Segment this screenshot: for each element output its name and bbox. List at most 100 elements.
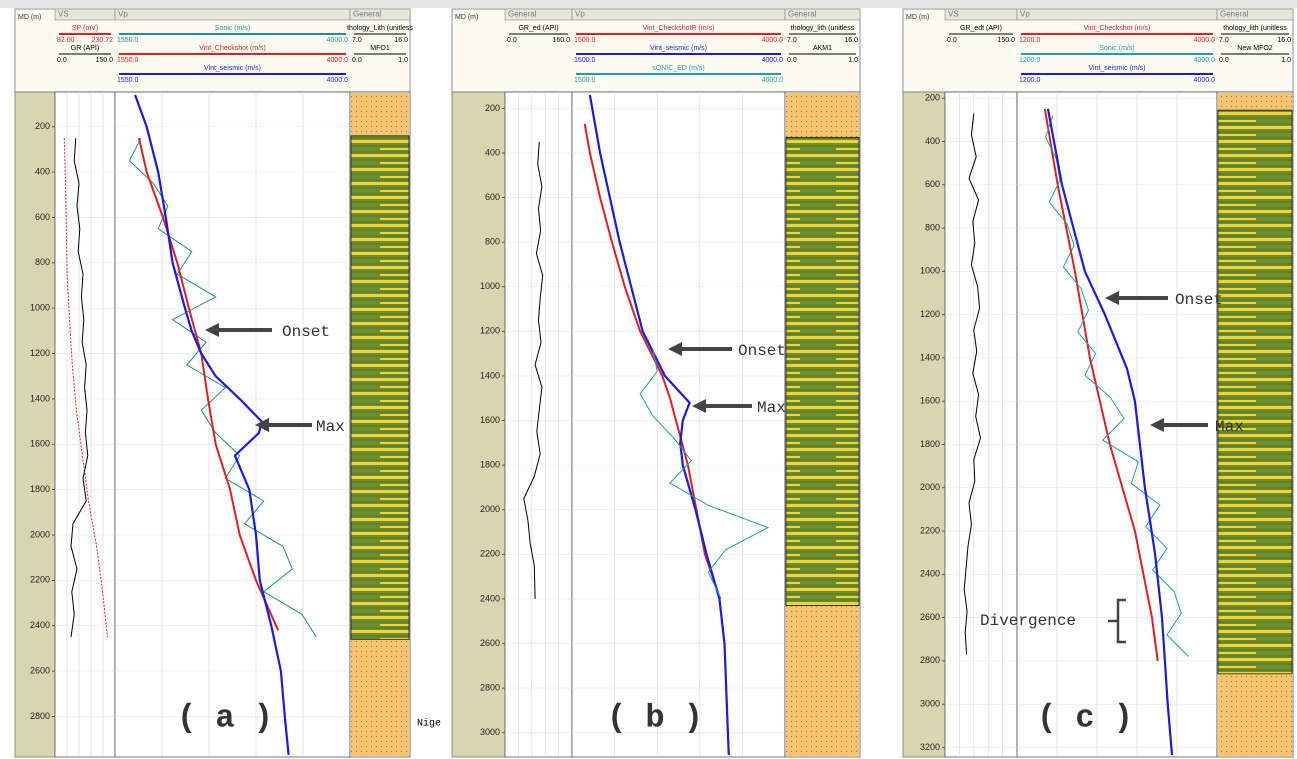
log-curve — [588, 94, 730, 756]
depth-label: MD (m) — [455, 14, 478, 21]
track-frame — [504, 91, 573, 758]
curve-scale-max: 4000.0 — [762, 37, 784, 44]
curve-scale-max: 4000.0 — [1194, 57, 1216, 64]
track-title: VS — [948, 10, 959, 19]
track-title: General — [788, 10, 817, 19]
curve-scale-min: 0.0 — [947, 37, 957, 44]
curve-scale-max: 4000.0 — [762, 77, 784, 84]
depth-tick-label: 2000 — [30, 529, 50, 539]
curve-name: GR_ed (API) — [518, 25, 558, 32]
curve-name: thology_Lith (unitless — [347, 25, 413, 32]
track-header-title-bar — [1216, 8, 1294, 21]
depth-tick-label: 2400 — [480, 593, 500, 603]
depth-tick-label: 200 — [35, 121, 50, 131]
curve-scale-max: 16.0 — [394, 37, 408, 44]
annotation-arrow-head — [205, 323, 219, 337]
depth-tick-label: 400 — [485, 147, 500, 157]
log-curve — [128, 137, 317, 638]
curve-scale-max: 4000.0 — [1194, 77, 1216, 84]
curve-scale-min: 1500.0 — [574, 57, 596, 64]
annotation-arrow-head — [692, 399, 706, 413]
curve-scale-min: 7.0 — [1219, 37, 1229, 44]
curve-name: thology_lith (unitless — [791, 25, 855, 32]
log-curve — [63, 138, 108, 638]
log-curve — [1045, 115, 1189, 657]
depth-tick-label: 3200 — [920, 742, 940, 752]
annotation-arrow-head — [668, 342, 682, 356]
curve-scale-min: 1200.0 — [1019, 37, 1041, 44]
depth-tick-label: 3000 — [920, 699, 940, 709]
curve-scale-min: 7.0 — [787, 37, 797, 44]
curve-scale-max: 150.0 — [997, 37, 1015, 44]
track-frame — [944, 91, 1018, 758]
depth-tick-label: 600 — [485, 192, 500, 202]
curve-scale-max: 160.0 — [552, 37, 570, 44]
depth-label: MD (m) — [18, 14, 41, 21]
curve-name: GR (API) — [71, 45, 99, 52]
annotation-text: Onset — [282, 323, 330, 341]
depth-tick-label: 1400 — [480, 370, 500, 380]
depth-tick-label: 600 — [925, 179, 940, 189]
curve-name: SP (mV) — [72, 25, 98, 32]
curve-name: New MFO2 — [1237, 45, 1273, 52]
curve-scale-min: 82.00 — [57, 37, 75, 44]
depth-tick-label: 1800 — [920, 439, 940, 449]
annotation-brace — [1108, 598, 1126, 644]
top-strip — [0, 0, 1297, 8]
depth-tick-label: 1800 — [30, 484, 50, 494]
depth-tick-label: 1000 — [30, 303, 50, 313]
annotation-text: Max — [757, 399, 786, 417]
annotation-text: Onset — [738, 342, 786, 360]
curve-scale-min: 0.0 — [57, 57, 67, 64]
annotation-text: Max — [1215, 418, 1244, 436]
track-title: Vp — [118, 10, 128, 19]
curve-scale-max: 16.0 — [844, 37, 858, 44]
curve-name: Vint_seismic (m/s) — [650, 45, 707, 52]
depth-tick-label: 2400 — [30, 620, 50, 630]
depth-tick-label: 400 — [35, 166, 50, 176]
depth-tick-label: 2600 — [30, 665, 50, 675]
curve-name: Vint_Checkshot (m/s) — [1084, 25, 1151, 32]
depth-tick-label: 1000 — [480, 281, 500, 291]
curve-scale-min: 1550.0 — [117, 77, 139, 84]
curve-scale-max: 230.72 — [92, 37, 114, 44]
depth-tick-label: 1000 — [920, 266, 940, 276]
curve-name: AKM1 — [813, 45, 832, 52]
curve-scale-max: 4000.0 — [327, 77, 349, 84]
header-box — [14, 8, 411, 93]
curve-scale-max: 16.0 — [1277, 37, 1291, 44]
depth-tick-label: 200 — [925, 93, 940, 103]
curve-scale-min: 0.0 — [507, 37, 517, 44]
depth-tick-label: 2000 — [480, 504, 500, 514]
curve-name: Sonic (m/s) — [215, 25, 250, 32]
depth-tick-label: 600 — [35, 212, 50, 222]
curve-scale-min: 1550.0 — [117, 37, 139, 44]
depth-column — [451, 91, 506, 758]
track-header-title-bar — [571, 8, 786, 21]
depth-tick-label: 800 — [35, 257, 50, 267]
panel-label: ( c ) — [1037, 699, 1133, 736]
curve-scale-max: 1.0 — [1281, 57, 1291, 64]
depth-tick-label: 1600 — [30, 439, 50, 449]
log-curve — [639, 349, 770, 600]
track-title: Vp — [575, 10, 585, 19]
depth-tick-label: 2800 — [920, 655, 940, 665]
lithology-interval — [1217, 109, 1293, 675]
depth-tick-label: 2400 — [920, 569, 940, 579]
log-curve — [523, 141, 544, 599]
depth-column — [902, 91, 946, 758]
track-title: General — [353, 10, 382, 19]
track-title: General — [1220, 10, 1249, 19]
track-title: VS — [58, 10, 69, 19]
depth-tick-label: 3000 — [480, 727, 500, 737]
depth-tick-label: 1200 — [30, 348, 50, 358]
curve-scale-min: 1200.0 — [1019, 77, 1041, 84]
depth-tick-label: 1800 — [480, 460, 500, 470]
depth-column — [14, 91, 56, 758]
depth-tick-label: 200 — [485, 103, 500, 113]
annotation-text: Divergence — [980, 612, 1076, 630]
curve-name: Vint_seismic (m/s) — [1088, 65, 1145, 72]
curve-name: Vint_CheckshotR (m/s) — [643, 25, 715, 32]
track-frame — [114, 91, 351, 758]
panel-label: ( b ) — [607, 699, 703, 736]
